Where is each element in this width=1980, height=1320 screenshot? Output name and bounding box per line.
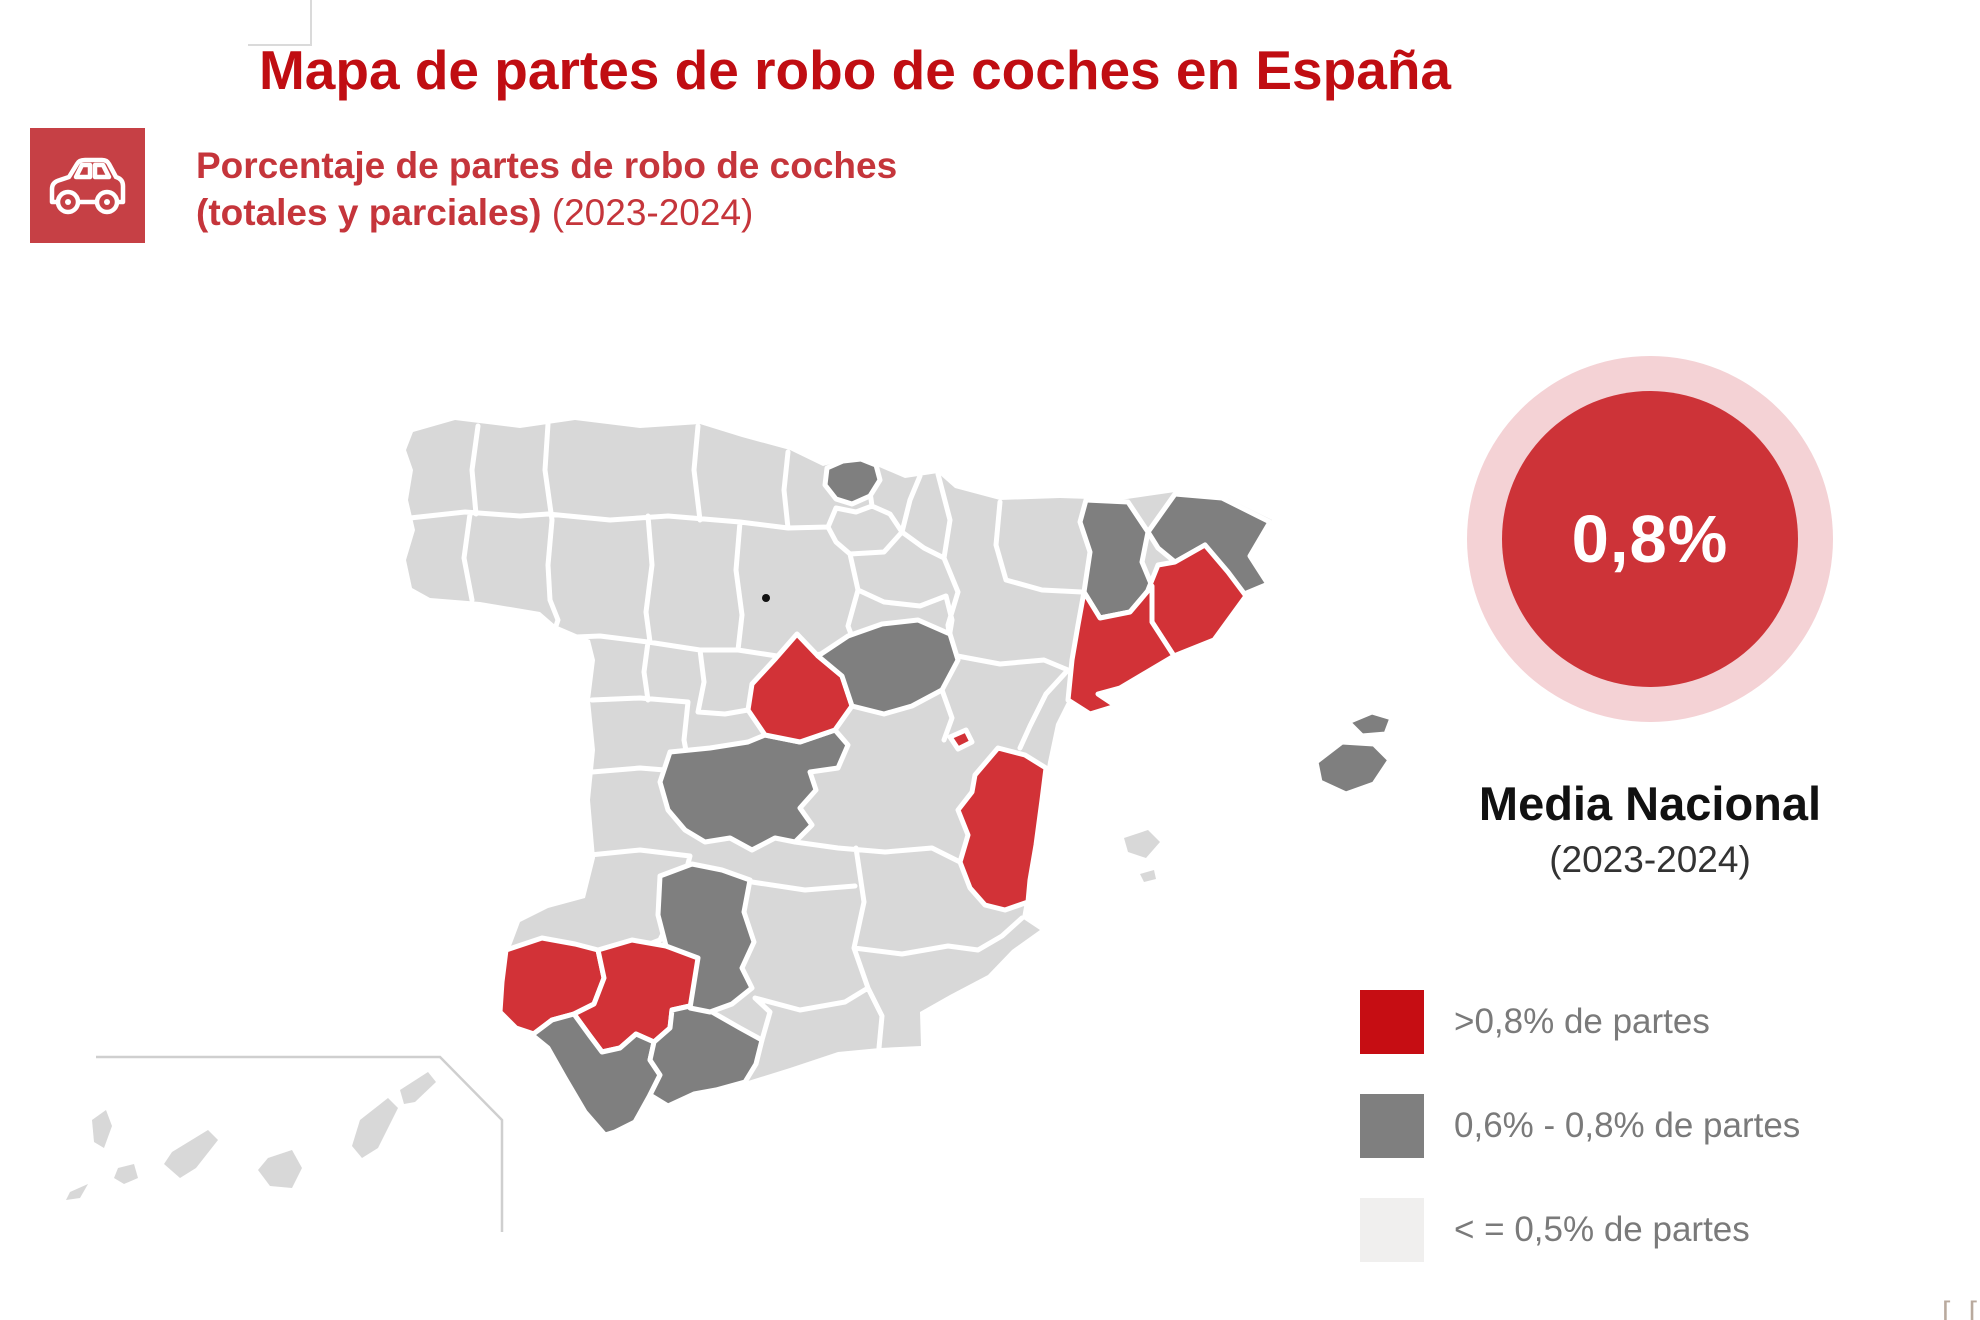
subtitle-line2-period: (2023-2024): [551, 192, 754, 233]
map-dot-marker: [762, 594, 770, 602]
province-cordoba: [655, 861, 757, 1015]
province-malaga: [647, 1003, 765, 1109]
province-valencia: [955, 745, 1049, 913]
province-tarragona: [1065, 583, 1177, 717]
province-guadalajara: [815, 617, 961, 717]
subtitle-line2: (totales y parciales) (2023-2024): [196, 189, 897, 236]
legend-row-low: < = 0,5% de partes: [1360, 1198, 1800, 1262]
national-average-value: 0,8%: [1571, 501, 1729, 577]
footer-crop-marks: [ [: [1942, 1296, 1980, 1320]
national-average-caption: Media Nacional (2023-2024): [1420, 776, 1880, 881]
subtitle-line2-bold: (totales y parciales): [196, 192, 542, 233]
national-average-badge: 0,8%: [1502, 391, 1798, 687]
island-menorca: [1345, 709, 1395, 739]
subtitle-line1: Porcentaje de partes de robo de coches: [196, 145, 898, 186]
island-lanzarote: [400, 1072, 436, 1104]
island-gran-canaria: [258, 1150, 302, 1188]
legend-row-high: >0,8% de partes: [1360, 990, 1800, 1054]
province-rincon-de-ademuz: [947, 727, 975, 752]
island-la-palma: [92, 1110, 112, 1148]
island-tenerife: [164, 1130, 218, 1178]
corner-bracket-decoration: [248, 0, 312, 46]
island-el-hierro: [66, 1184, 88, 1200]
province-vizcaya: [822, 456, 883, 507]
island-fuerteventura: [352, 1098, 398, 1158]
car-icon-box: [30, 128, 145, 243]
legend-label-high: >0,8% de partes: [1454, 1002, 1710, 1041]
island-mallorca: [1313, 739, 1393, 797]
legend-row-mid: 0,6% - 0,8% de partes: [1360, 1094, 1800, 1158]
province-cadiz: [529, 1011, 663, 1138]
national-average-period: (2023-2024): [1549, 839, 1751, 880]
map-legend: >0,8% de partes 0,6% - 0,8% de partes < …: [1360, 990, 1800, 1262]
island-ibiza: [1124, 830, 1160, 858]
island-la-gomera: [114, 1164, 138, 1184]
legend-label-low: < = 0,5% de partes: [1454, 1210, 1750, 1249]
legend-swatch-low: [1360, 1198, 1424, 1262]
car-icon: [49, 157, 126, 215]
national-average-badge-ring: 0,8%: [1467, 356, 1833, 722]
page-title: Mapa de partes de robo de coches en Espa…: [258, 39, 1452, 101]
legend-swatch-mid: [1360, 1094, 1424, 1158]
legend-label-mid: 0,6% - 0,8% de partes: [1454, 1106, 1801, 1145]
chart-subtitle: Porcentaje de partes de robo de coches (…: [196, 142, 897, 236]
canary-islands-boundary: [96, 1055, 504, 1232]
province-girona: [1145, 491, 1273, 597]
national-average-label: Media Nacional: [1478, 777, 1822, 830]
legend-swatch-high: [1360, 990, 1424, 1054]
island-formentera: [1140, 870, 1156, 882]
